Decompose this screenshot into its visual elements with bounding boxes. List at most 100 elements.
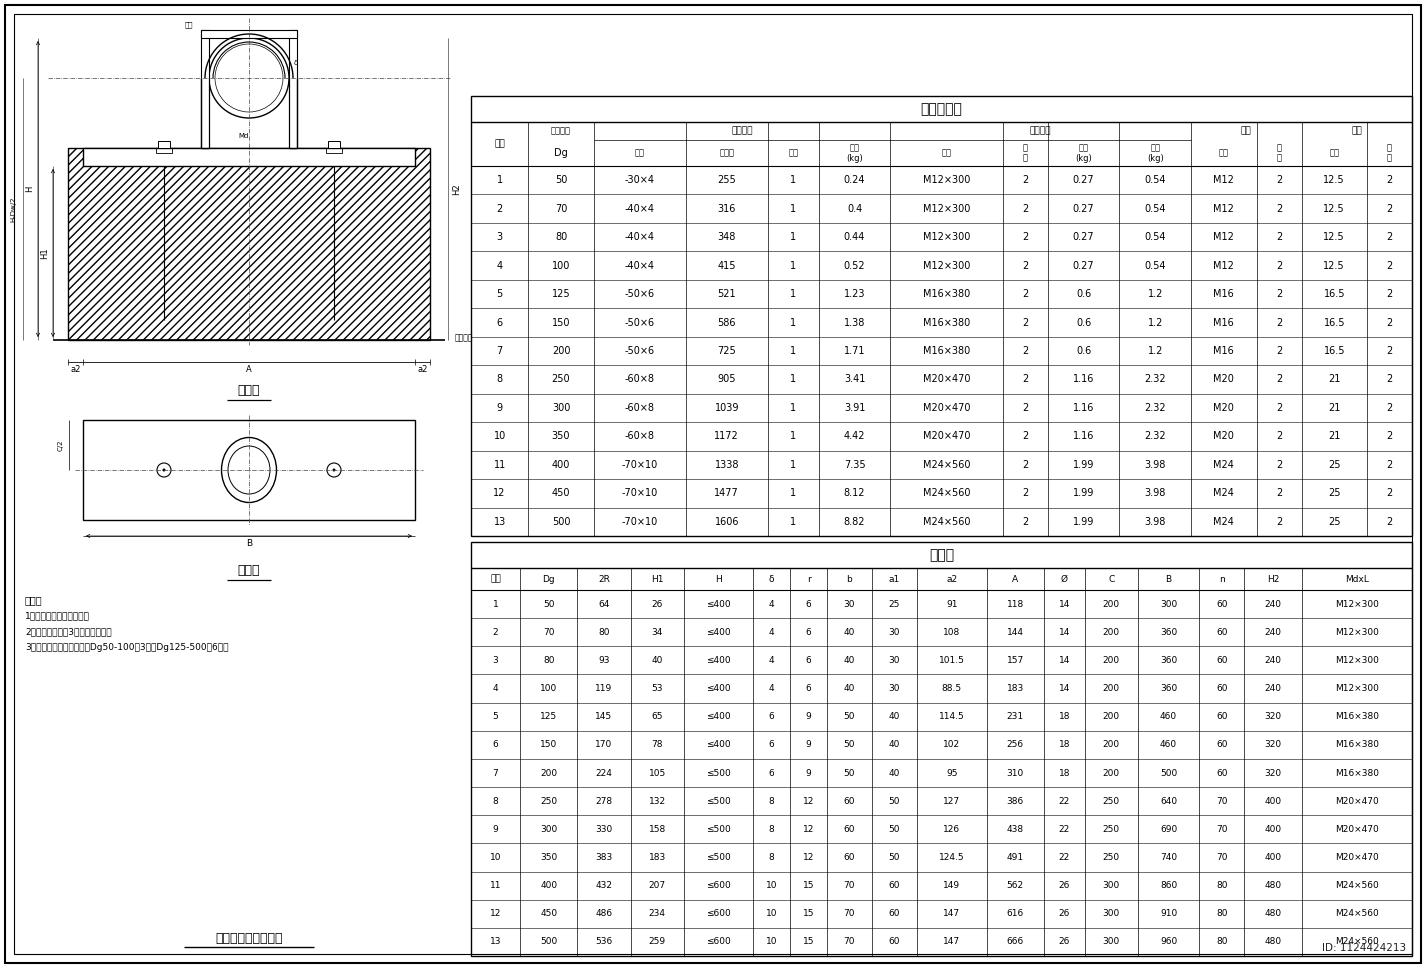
Text: 6: 6: [806, 656, 811, 665]
Text: 60: 60: [1216, 712, 1228, 721]
Text: 124.5: 124.5: [938, 853, 964, 862]
Text: 50: 50: [888, 797, 900, 805]
Text: 4: 4: [769, 627, 774, 637]
Text: 地脚螺栓: 地脚螺栓: [1030, 127, 1051, 136]
Text: 360: 360: [1159, 627, 1178, 637]
Text: 2: 2: [1022, 517, 1028, 527]
Text: 616: 616: [1007, 909, 1024, 919]
Text: 4: 4: [769, 684, 774, 693]
Text: 80: 80: [1216, 881, 1228, 891]
Text: 4: 4: [769, 599, 774, 609]
Text: 320: 320: [1265, 712, 1282, 721]
Text: H-Dw/2: H-Dw/2: [10, 197, 16, 222]
Text: δ: δ: [769, 574, 774, 584]
Text: 1.23: 1.23: [844, 289, 866, 299]
Text: 1: 1: [790, 375, 796, 384]
Text: M12×300: M12×300: [1335, 627, 1379, 637]
Text: 50: 50: [888, 825, 900, 833]
Text: M20×470: M20×470: [1335, 825, 1379, 833]
Text: 1606: 1606: [714, 517, 739, 527]
Text: 6: 6: [769, 769, 774, 777]
Text: M20×470: M20×470: [1335, 853, 1379, 862]
Text: 240: 240: [1265, 627, 1282, 637]
Text: 5: 5: [496, 289, 503, 299]
Text: 147: 147: [943, 937, 960, 947]
Text: ≤400: ≤400: [706, 599, 732, 609]
Text: 250: 250: [552, 375, 570, 384]
Text: 1: 1: [496, 175, 503, 185]
Text: 158: 158: [649, 825, 666, 833]
Text: 3.41: 3.41: [844, 375, 866, 384]
Text: 1.38: 1.38: [844, 318, 866, 327]
Text: 2.32: 2.32: [1145, 432, 1166, 441]
Text: 147: 147: [943, 909, 960, 919]
Text: A: A: [1012, 574, 1018, 584]
Text: 70: 70: [555, 203, 568, 214]
Text: 1.16: 1.16: [1072, 375, 1094, 384]
Text: 1: 1: [790, 432, 796, 441]
Text: 2: 2: [1386, 203, 1393, 214]
Text: 6: 6: [806, 684, 811, 693]
Text: 0.27: 0.27: [1072, 232, 1095, 242]
Text: M12×300: M12×300: [923, 260, 970, 271]
Text: M12: M12: [1214, 260, 1235, 271]
Text: H2: H2: [1266, 574, 1279, 584]
Bar: [158, 141, 170, 148]
Bar: [289, 30, 297, 148]
Text: 1477: 1477: [714, 488, 739, 499]
Text: 3.98: 3.98: [1145, 460, 1166, 469]
Text: 2: 2: [1386, 375, 1393, 384]
Text: 6: 6: [769, 712, 774, 721]
Text: M12: M12: [1214, 232, 1235, 242]
Text: ≤400: ≤400: [706, 656, 732, 665]
Text: 60: 60: [1216, 684, 1228, 693]
Text: 60: 60: [844, 797, 856, 805]
Text: 2R: 2R: [597, 574, 610, 584]
Text: 2: 2: [1022, 460, 1028, 469]
Text: 300: 300: [552, 403, 570, 413]
Bar: [83, 420, 415, 520]
Text: 300: 300: [1159, 599, 1178, 609]
Text: 400: 400: [1265, 853, 1282, 862]
Text: 240: 240: [1265, 599, 1282, 609]
Text: 60: 60: [888, 937, 900, 947]
Text: 30: 30: [888, 684, 900, 693]
Text: 1: 1: [790, 318, 796, 327]
Text: 总重
(kg): 总重 (kg): [1147, 143, 1164, 163]
Text: 30: 30: [888, 627, 900, 637]
Text: a1: a1: [888, 574, 900, 584]
Text: -50×6: -50×6: [625, 346, 655, 356]
Text: 70: 70: [1216, 853, 1228, 862]
Bar: [201, 30, 297, 38]
Text: 40: 40: [844, 627, 856, 637]
Text: M24×560: M24×560: [1335, 937, 1379, 947]
Text: M16×380: M16×380: [923, 346, 970, 356]
Text: -60×8: -60×8: [625, 375, 655, 384]
Text: 1: 1: [790, 488, 796, 499]
Text: 132: 132: [649, 797, 666, 805]
Text: 400: 400: [1265, 825, 1282, 833]
Text: 450: 450: [552, 488, 570, 499]
Text: 14: 14: [1058, 656, 1070, 665]
Text: 2.32: 2.32: [1145, 403, 1166, 413]
Text: 250: 250: [1102, 797, 1119, 805]
Text: 80: 80: [1216, 909, 1228, 919]
Text: 0.54: 0.54: [1145, 203, 1166, 214]
Text: 8: 8: [496, 375, 503, 384]
Text: 序号: 序号: [495, 139, 505, 148]
Bar: [155, 148, 173, 153]
Text: 0.54: 0.54: [1145, 232, 1166, 242]
Text: 480: 480: [1265, 937, 1282, 947]
Text: 149: 149: [943, 881, 960, 891]
Text: H: H: [26, 186, 34, 193]
Text: 2: 2: [1276, 260, 1282, 271]
Text: 4.42: 4.42: [844, 432, 866, 441]
Text: 95: 95: [945, 769, 957, 777]
Text: 259: 259: [649, 937, 666, 947]
Text: -40×4: -40×4: [625, 260, 655, 271]
Text: 9: 9: [492, 825, 499, 833]
Text: 22: 22: [1058, 853, 1070, 862]
Text: 200: 200: [1102, 627, 1119, 637]
Text: 300: 300: [1102, 909, 1119, 919]
Text: -50×6: -50×6: [625, 318, 655, 327]
